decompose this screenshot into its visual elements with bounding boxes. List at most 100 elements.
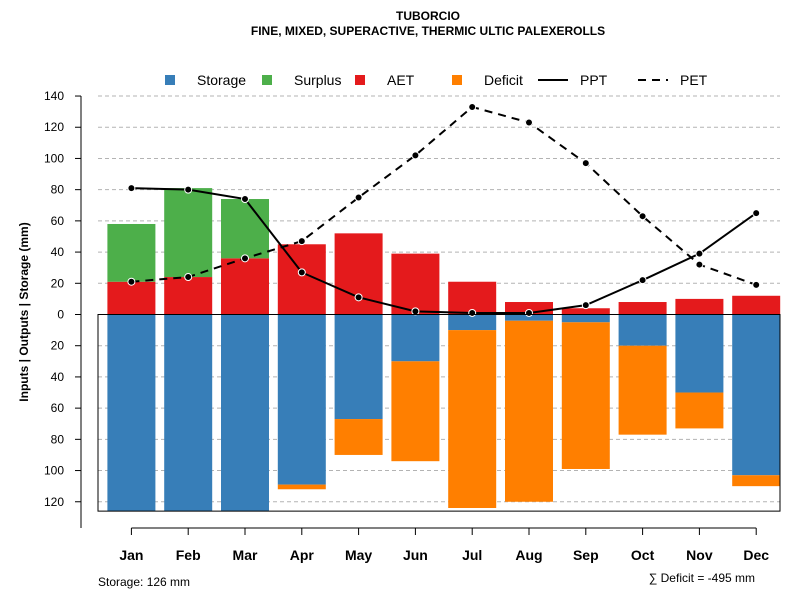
storage-bar — [164, 314, 213, 512]
deficit-bar — [334, 419, 383, 455]
ppt-point — [184, 185, 193, 194]
aet-bar — [391, 253, 440, 315]
legend-label: Deficit — [484, 72, 523, 88]
pet-point — [184, 273, 193, 282]
pet-point — [297, 237, 306, 246]
ppt-point — [297, 268, 306, 277]
legend-swatch — [262, 75, 272, 85]
storage-bar — [391, 314, 440, 362]
storage-bar — [221, 314, 269, 512]
ppt-point — [354, 293, 363, 302]
y-tick-label: 40 — [51, 245, 65, 259]
deficit-annotation: ∑ Deficit = -495 mm — [649, 571, 755, 585]
pet-point — [354, 193, 363, 202]
ppt-point — [638, 276, 647, 285]
ppt-point — [525, 308, 533, 317]
ppt-point — [411, 307, 420, 316]
ppt-point — [468, 308, 477, 317]
x-tick-label: Oct — [631, 547, 655, 563]
ppt-point — [581, 301, 590, 310]
pet-point — [752, 280, 761, 289]
aet-bar — [675, 298, 724, 315]
legend-label: Surplus — [294, 72, 341, 88]
deficit-bar — [618, 345, 667, 435]
deficit-bar — [675, 392, 724, 429]
pet-point — [411, 151, 420, 160]
storage-bar — [277, 314, 326, 485]
bars — [107, 188, 781, 512]
chart-title: TUBORCIO — [396, 9, 460, 23]
legend-label: AET — [387, 72, 415, 88]
legend-label: Storage — [197, 72, 246, 88]
x-tick-label: Jan — [119, 547, 143, 563]
surplus-bar — [221, 199, 269, 259]
pet-point — [638, 212, 647, 221]
storage-bar — [561, 314, 610, 323]
aet-bar — [164, 277, 213, 315]
ppt-point — [241, 195, 249, 204]
legend-label: PET — [680, 72, 708, 88]
y-tick-label: 40 — [51, 370, 65, 384]
y-tick-label: 80 — [51, 432, 65, 446]
legend-swatch — [452, 75, 462, 85]
storage-bar — [675, 314, 724, 393]
deficit-bar — [561, 322, 610, 469]
y-tick-label: 100 — [44, 464, 64, 478]
pet-point — [241, 254, 249, 263]
pet-point — [695, 260, 704, 269]
y-tick-label: 20 — [51, 339, 65, 353]
storage-bar — [618, 314, 667, 346]
y-tick-label: 120 — [44, 495, 64, 509]
deficit-bar — [448, 330, 497, 509]
axes: 140 120 100 80 60 40 20 0 20 40 60 80 100 120 Jan Feb Ma… — [44, 89, 781, 563]
x-tick-label: Jul — [462, 547, 482, 563]
x-tick-label: Apr — [290, 547, 315, 563]
aet-bar — [561, 308, 610, 315]
y-tick-label: 100 — [44, 151, 64, 165]
lines — [127, 102, 761, 317]
ppt-point — [127, 184, 136, 193]
pet-point — [581, 159, 590, 168]
deficit-bar — [391, 361, 440, 462]
aet-bar — [732, 295, 781, 315]
storage-bar — [334, 314, 383, 420]
storage-bar — [505, 314, 553, 321]
storage-bar — [107, 314, 156, 512]
x-tick-label: Nov — [686, 547, 713, 563]
pet-point — [127, 277, 136, 286]
ppt-point — [752, 209, 761, 218]
aet-bar — [618, 302, 667, 315]
deficit-bar — [505, 320, 553, 502]
chart-subtitle: FINE, MIXED, SUPERACTIVE, THERMIC ULTIC … — [251, 24, 605, 38]
x-tick-label: Mar — [233, 547, 258, 563]
x-tick-label: Aug — [515, 547, 542, 563]
legend: Storage Surplus AET Deficit PPT PET — [165, 72, 708, 88]
y-tick-label: 80 — [51, 183, 65, 197]
deficit-bar — [732, 475, 781, 487]
storage-bar — [448, 314, 497, 331]
y-tick-label: 140 — [44, 89, 64, 103]
surplus-bar — [107, 223, 156, 282]
pet-line — [131, 105, 757, 286]
x-tick-label: Feb — [176, 547, 201, 563]
y-tick-label: 60 — [51, 214, 65, 228]
y-tick-label: 20 — [51, 276, 65, 290]
surplus-bar — [164, 188, 213, 278]
y-tick-label: 0 — [57, 308, 64, 322]
storage-bar — [732, 314, 781, 476]
aet-bar — [221, 258, 269, 315]
pet-point — [525, 118, 533, 127]
legend-swatch — [355, 75, 365, 85]
x-tick-label: May — [345, 547, 372, 563]
y-axis-title: Inputs | Outputs | Storage (mm) — [17, 222, 31, 401]
storage-annotation: Storage: 126 mm — [98, 575, 190, 589]
ppt-line — [131, 187, 757, 314]
y-tick-label: 120 — [44, 120, 64, 134]
aet-bar — [107, 281, 156, 315]
legend-swatch — [165, 75, 175, 85]
legend-label: PPT — [580, 72, 608, 88]
y-tick-label: 60 — [51, 401, 65, 415]
x-tick-label: Sep — [573, 547, 599, 563]
pet-point — [468, 102, 477, 111]
